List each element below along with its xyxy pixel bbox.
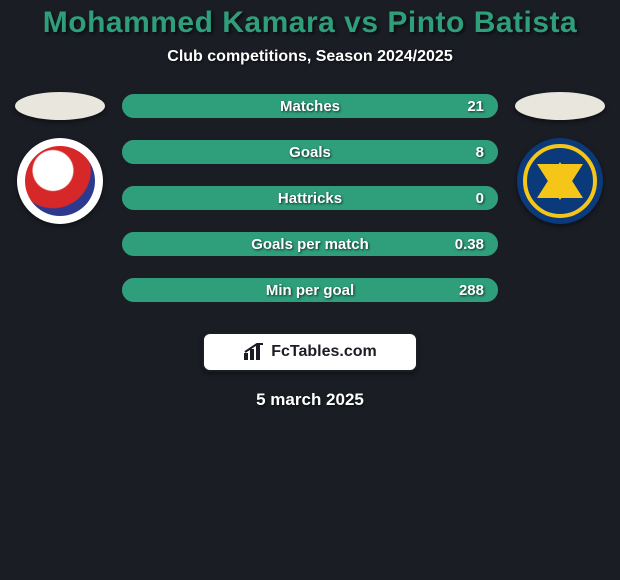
brand-pill: FcTables.com — [202, 332, 418, 372]
stat-bar: Min per goal 288 — [120, 276, 500, 304]
comparison-panel: Matches 21 Goals 8 Hattricks 0 Goals per match… — [0, 92, 620, 304]
chart-icon — [243, 343, 265, 361]
left-club-logo — [25, 146, 95, 216]
left-player-avatar — [15, 92, 105, 120]
stat-bar-label: Goals per match — [251, 236, 369, 253]
right-player-avatar — [515, 92, 605, 120]
stat-bar: Matches 21 — [120, 92, 500, 120]
right-club-badge — [517, 138, 603, 224]
subtitle: Club competitions, Season 2024/2025 — [0, 48, 620, 66]
stat-bar: Hattricks 0 — [120, 184, 500, 212]
stat-bar-right-value: 288 — [459, 282, 484, 299]
stat-bar-right-value: 21 — [467, 98, 484, 115]
stat-bar-label: Goals — [289, 144, 331, 161]
stat-bar-label: Hattricks — [278, 190, 342, 207]
stats-bars: Matches 21 Goals 8 Hattricks 0 Goals per match… — [120, 92, 500, 304]
stat-bar-right-value: 8 — [476, 144, 484, 161]
star-icon — [537, 158, 583, 204]
stat-bar-label: Min per goal — [266, 282, 354, 299]
page-title: Mohammed Kamara vs Pinto Batista — [0, 0, 620, 40]
stat-bar: Goals per match 0.38 — [120, 230, 500, 258]
right-player-column — [510, 92, 610, 224]
right-club-logo — [523, 144, 597, 218]
left-club-badge — [17, 138, 103, 224]
date-label: 5 march 2025 — [0, 390, 620, 410]
stat-bar-label: Matches — [280, 98, 340, 115]
brand-text: FcTables.com — [271, 343, 377, 361]
left-player-column — [10, 92, 110, 224]
stat-bar: Goals 8 — [120, 138, 500, 166]
stat-bar-right-value: 0.38 — [455, 236, 484, 253]
stat-bar-right-value: 0 — [476, 190, 484, 207]
